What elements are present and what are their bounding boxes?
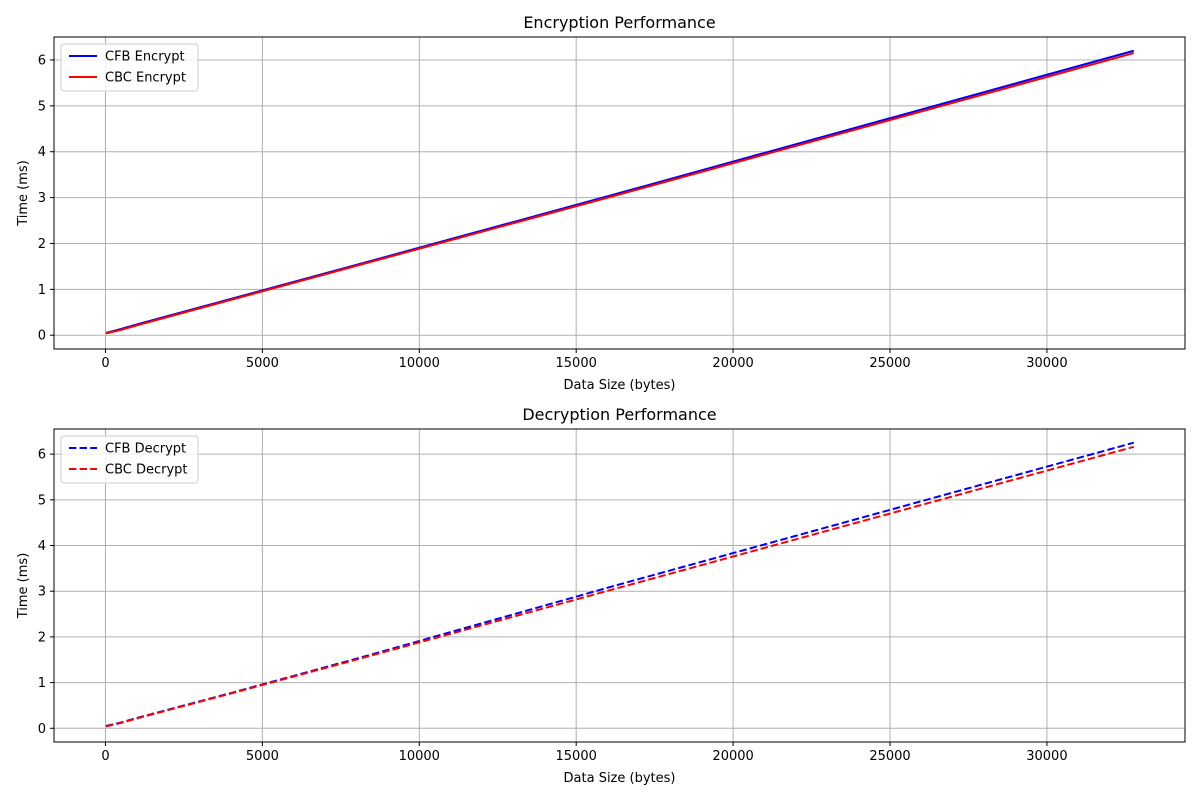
y-tick-label: 0 bbox=[38, 329, 46, 344]
chart-title: Decryption Performance bbox=[522, 405, 716, 424]
x-tick-label: 5000 bbox=[246, 749, 279, 764]
y-tick-label: 2 bbox=[38, 630, 46, 645]
x-tick-label: 30000 bbox=[1026, 749, 1067, 764]
plot-frame bbox=[53, 36, 1186, 350]
y-tick-label: 1 bbox=[38, 283, 46, 298]
x-tick-label: 5000 bbox=[246, 356, 279, 371]
y-tick-label: 6 bbox=[38, 448, 46, 463]
x-tick-label: 0 bbox=[101, 356, 109, 371]
x-tick-label: 15000 bbox=[556, 356, 597, 371]
plot-frame bbox=[53, 428, 1186, 743]
y-tick-label: 0 bbox=[38, 722, 46, 737]
legend: CFB Decrypt CBC Decrypt bbox=[60, 435, 199, 484]
series-line-cfb-decrypt bbox=[105, 441, 1135, 727]
y-tick-label: 4 bbox=[38, 145, 46, 160]
y-tick-label: 1 bbox=[38, 676, 46, 691]
y-tick-label: 3 bbox=[38, 191, 46, 206]
x-axis-label: Data Size (bytes) bbox=[564, 771, 676, 786]
x-tick-label: 30000 bbox=[1026, 356, 1067, 371]
y-tick-label: 6 bbox=[38, 53, 46, 68]
legend-label: CFB Encrypt bbox=[105, 50, 185, 65]
x-tick-label: 20000 bbox=[712, 356, 753, 371]
y-tick-label: 5 bbox=[38, 493, 46, 508]
legend-label: CBC Encrypt bbox=[105, 71, 186, 86]
x-tick-label: 20000 bbox=[712, 749, 753, 764]
y-tick-label: 2 bbox=[38, 237, 46, 252]
legend-label: CBC Decrypt bbox=[105, 463, 188, 478]
y-axis-label: Time (ms) bbox=[16, 553, 31, 620]
x-tick-label: 0 bbox=[101, 749, 109, 764]
y-tick-label: 5 bbox=[38, 99, 46, 114]
y-tick-label: 3 bbox=[38, 585, 46, 600]
series-line-cbc-encrypt bbox=[105, 52, 1135, 335]
x-tick-label: 25000 bbox=[869, 356, 910, 371]
x-tick-label: 15000 bbox=[556, 749, 597, 764]
x-tick-label: 10000 bbox=[399, 749, 440, 764]
series-line-cbc-decrypt bbox=[105, 445, 1135, 728]
y-axis-label: Time (ms) bbox=[16, 160, 31, 227]
legend: CFB Encrypt CBC Encrypt bbox=[60, 43, 199, 92]
x-tick-label: 25000 bbox=[869, 749, 910, 764]
chart-title: Encryption Performance bbox=[523, 13, 715, 32]
subplot-1: 0 5000 10000 15000 20000 25000 30000 0 1 2 3 4 5 6 Enc… bbox=[16, 13, 1186, 393]
y-tick-label: 4 bbox=[38, 539, 46, 554]
legend-label: CFB Decrypt bbox=[105, 442, 186, 457]
subplot-2: 0 5000 10000 15000 20000 25000 30000 0 1 2 3 4 5 6 Dec… bbox=[16, 405, 1186, 786]
x-tick-label: 10000 bbox=[399, 356, 440, 371]
series-line-cfb-encrypt bbox=[105, 49, 1135, 334]
x-axis-label: Data Size (bytes) bbox=[564, 378, 676, 393]
